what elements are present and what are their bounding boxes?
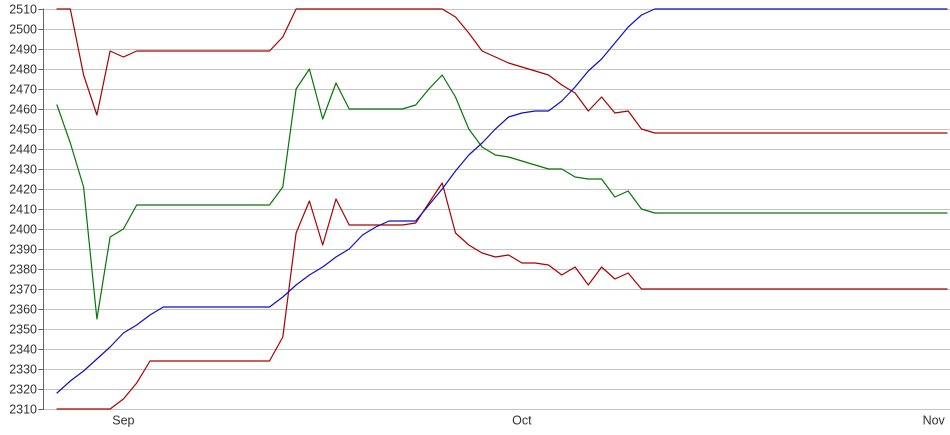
y-axis-label-2420: 2420 bbox=[9, 183, 37, 197]
y-axis-label-2400: 2400 bbox=[9, 223, 37, 237]
x-axis-label-oct: Oct bbox=[512, 414, 532, 428]
y-axis-label-2440: 2440 bbox=[9, 143, 37, 157]
y-axis-label-2330: 2330 bbox=[9, 363, 37, 377]
y-axis-label-2460: 2460 bbox=[9, 103, 37, 117]
series-upper-red-line bbox=[56, 8, 948, 134]
x-axis-label-sep: Sep bbox=[112, 414, 134, 428]
series-green-line bbox=[56, 68, 948, 320]
y-axis-label-2510: 2510 bbox=[9, 3, 37, 17]
y-axis-label-2450: 2450 bbox=[9, 123, 37, 137]
series-blue-line bbox=[56, 8, 948, 394]
y-axis-label-2470: 2470 bbox=[9, 83, 37, 97]
y-axis-label-2310: 2310 bbox=[9, 403, 37, 417]
y-axis-label-2500: 2500 bbox=[9, 23, 37, 37]
x-axis-label-nov: Nov bbox=[923, 414, 946, 428]
y-axis-label-2490: 2490 bbox=[9, 43, 37, 57]
y-axis-label-2360: 2360 bbox=[9, 303, 37, 317]
y-axis-label-2370: 2370 bbox=[9, 283, 37, 297]
y-axis-label-2340: 2340 bbox=[9, 343, 37, 357]
y-axis-label-2480: 2480 bbox=[9, 63, 37, 77]
y-axis-label-2390: 2390 bbox=[9, 243, 37, 257]
y-axis-label-2350: 2350 bbox=[9, 323, 37, 337]
y-axis-label-2380: 2380 bbox=[9, 263, 37, 277]
y-axis-label-2320: 2320 bbox=[9, 383, 37, 397]
series-lower-red-line bbox=[56, 182, 948, 410]
y-axis-label-2410: 2410 bbox=[9, 203, 37, 217]
y-axis-label-2430: 2430 bbox=[9, 163, 37, 177]
